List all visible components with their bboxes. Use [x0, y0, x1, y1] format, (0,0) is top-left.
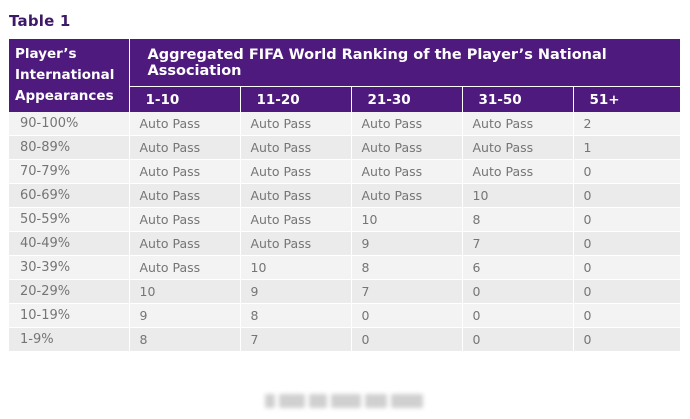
table-cell: Auto Pass	[129, 183, 241, 208]
table-cell: 10	[462, 183, 574, 208]
table-cell: 0	[573, 255, 681, 280]
table-cell: 0	[573, 231, 681, 256]
header-band-5: 51+	[572, 86, 681, 112]
table-cell: 2	[573, 112, 681, 136]
table-row: 90-100% Auto Pass Auto Pass Auto Pass Auto P…	[9, 112, 681, 136]
header-player-line-3: Appearances	[15, 88, 114, 104]
header-band-2: 11-20	[239, 86, 351, 112]
table-row: 80-89% Auto Pass Auto Pass Auto Pass Auto Pa…	[9, 135, 681, 160]
table-row: 30-39% Auto Pass 10 8 6 0	[9, 255, 681, 280]
table-cell: 0	[573, 327, 681, 352]
table-cell: 9	[129, 303, 241, 328]
eligibility-table: Player’s International Appearances Aggre…	[9, 39, 681, 352]
table-cell: Auto Pass	[240, 112, 352, 136]
table-row: 50-59% Auto Pass Auto Pass 10 8 0	[9, 207, 681, 232]
row-label: 70-79%	[9, 159, 130, 184]
row-label: 20-29%	[9, 279, 130, 304]
header-band-row: 1-10 11-20 21-30 31-50 51+	[9, 86, 681, 112]
table-cell: Auto Pass	[129, 159, 241, 184]
table-cell: 10	[240, 255, 352, 280]
header-band-4: 31-50	[461, 86, 573, 112]
table-row: 10-19% 9 8 0 0 0	[9, 303, 681, 328]
table-cell: 8	[351, 255, 463, 280]
table-cell: Auto Pass	[351, 159, 463, 184]
table-row: 60-69% Auto Pass Auto Pass Auto Pass 10 0	[9, 183, 681, 208]
table-cell: 1	[573, 135, 681, 160]
header-player-appearances: Player’s International Appearances	[9, 39, 130, 112]
row-label: 1-9%	[9, 327, 130, 352]
table-row: 20-29% 10 9 7 0 0	[9, 279, 681, 304]
table-cell: Auto Pass	[462, 112, 574, 136]
row-label: 80-89%	[9, 135, 130, 160]
table-cell: Auto Pass	[240, 159, 352, 184]
table-cell: Auto Pass	[240, 231, 352, 256]
table-cell: 7	[462, 231, 574, 256]
row-label: 10-19%	[9, 303, 130, 328]
table-cell: 10	[129, 279, 241, 304]
table-cell: Auto Pass	[462, 135, 574, 160]
table-cell: Auto Pass	[129, 255, 241, 280]
header-band-3: 21-30	[350, 86, 462, 112]
table-cell: 0	[573, 183, 681, 208]
row-label: 90-100%	[9, 112, 130, 136]
table-cell: 0	[573, 303, 681, 328]
table-cell: 0	[462, 327, 574, 352]
row-label: 30-39%	[9, 255, 130, 280]
header-player-line-1: Player’s	[15, 46, 77, 62]
table-cell: 0	[351, 327, 463, 352]
table-row: 70-79% Auto Pass Auto Pass Auto Pass Auto Pa…	[9, 159, 681, 184]
table-cell: 7	[351, 279, 463, 304]
table-cell: 7	[240, 327, 352, 352]
table-cell: 0	[462, 279, 574, 304]
table-cell: Auto Pass	[129, 135, 241, 160]
table-cell: 10	[351, 207, 463, 232]
table-cell: 0	[573, 207, 681, 232]
table-cell: Auto Pass	[462, 159, 574, 184]
table-cell: 0	[573, 159, 681, 184]
table-cell: 8	[462, 207, 574, 232]
table-cell: 8	[240, 303, 352, 328]
table-cell: Auto Pass	[129, 112, 241, 136]
table-cell: 9	[240, 279, 352, 304]
table-cell: 8	[129, 327, 241, 352]
table-cell: 9	[351, 231, 463, 256]
table-cell: 0	[573, 279, 681, 304]
table-row: 40-49% Auto Pass Auto Pass 9 7 0	[9, 231, 681, 256]
table-cell: Auto Pass	[129, 231, 241, 256]
row-label: 60-69%	[9, 183, 130, 208]
table-cell: 0	[462, 303, 574, 328]
table-cell: Auto Pass	[129, 207, 241, 232]
table-cell: 6	[462, 255, 574, 280]
table-cell: Auto Pass	[240, 183, 352, 208]
table-cell: 0	[351, 303, 463, 328]
table-cell: Auto Pass	[240, 207, 352, 232]
header-band-1: 1-10	[128, 86, 240, 112]
blurred-watermark	[263, 390, 427, 410]
table-row: 1-9% 8 7 0 0 0	[9, 327, 681, 352]
row-label: 40-49%	[9, 231, 130, 256]
row-label: 50-59%	[9, 207, 130, 232]
table-body: 90-100% Auto Pass Auto Pass Auto Pass Auto P…	[9, 112, 681, 352]
header-player-line-2: International	[15, 67, 115, 83]
table-cell: Auto Pass	[351, 135, 463, 160]
table-cell: Auto Pass	[351, 112, 463, 136]
table-cell: Auto Pass	[240, 135, 352, 160]
table-caption: Table 1	[9, 12, 71, 30]
header-aggregated-ranking: Aggregated FIFA World Ranking of the Pla…	[129, 39, 681, 87]
table-cell: Auto Pass	[351, 183, 463, 208]
